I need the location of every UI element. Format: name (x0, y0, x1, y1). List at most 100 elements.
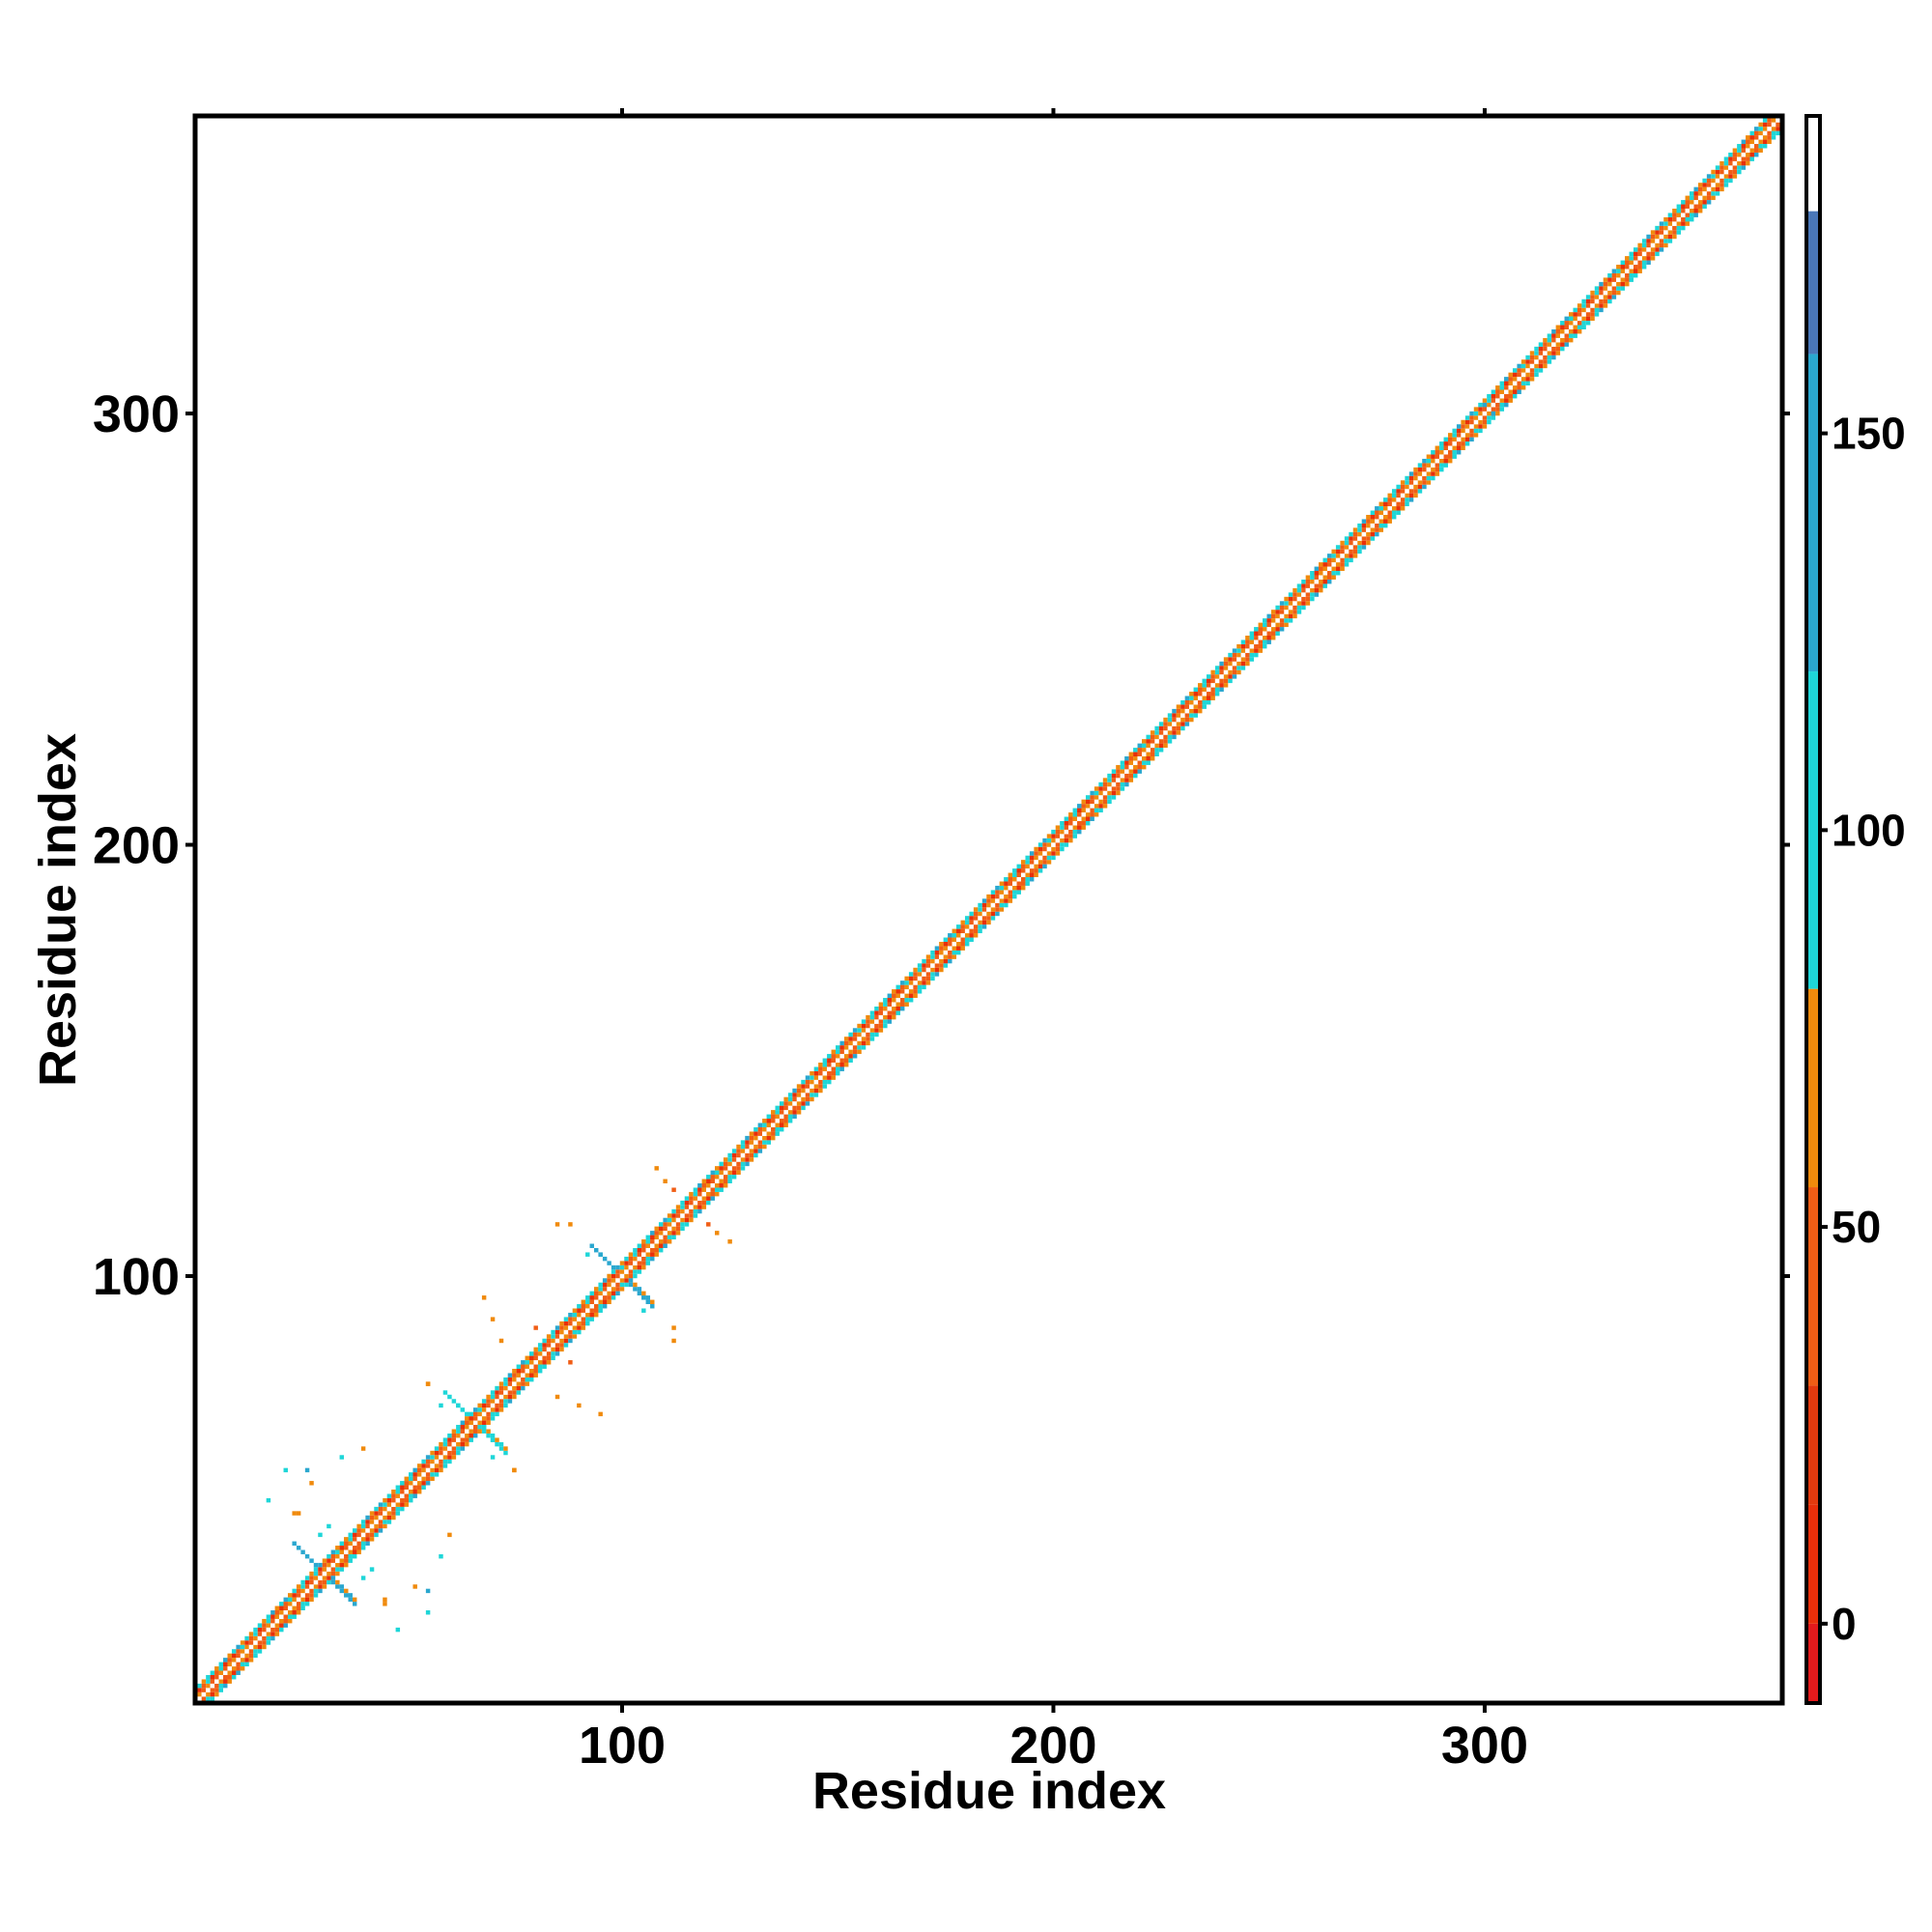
heatmap-cell (1258, 622, 1263, 628)
heatmap-cell (1245, 636, 1250, 640)
heatmap-cell (1366, 540, 1371, 546)
heatmap-cell (913, 984, 918, 990)
heatmap-cell (783, 1105, 788, 1111)
heatmap-cell (1560, 342, 1565, 347)
heatmap-cell (1573, 307, 1577, 313)
heatmap-cell (1305, 587, 1311, 593)
heatmap-cell (1667, 221, 1673, 226)
heatmap-cell (818, 1063, 823, 1067)
heatmap-cell (1723, 174, 1729, 179)
heatmap-cell (611, 1282, 616, 1288)
heatmap-cell (327, 1553, 331, 1559)
heatmap-cell (1142, 743, 1147, 749)
heatmap-cell (469, 1429, 473, 1434)
heatmap-cell (1482, 419, 1488, 425)
heatmap-cell (1266, 631, 1271, 636)
heatmap-cell (1120, 781, 1125, 787)
heatmap-cell (1478, 402, 1483, 408)
heatmap-cell (628, 1269, 634, 1274)
heatmap-cell (589, 1308, 594, 1313)
heatmap-cell (866, 1028, 870, 1033)
heatmap-cell (227, 1666, 232, 1671)
heatmap-cell (1603, 290, 1608, 296)
heatmap-cell (1577, 307, 1582, 313)
heatmap-cell (1431, 475, 1435, 481)
heatmap-cell (999, 890, 1005, 895)
heatmap-cell (425, 1463, 431, 1468)
heatmap-cell (472, 1433, 478, 1438)
heatmap-cell (296, 1588, 301, 1594)
heatmap-cell (1387, 501, 1392, 507)
heatmap-cell (318, 1576, 323, 1580)
heatmap-cell (1064, 842, 1069, 847)
heatmap-cell (1723, 156, 1729, 161)
heatmap-cell (749, 1152, 754, 1158)
heatmap-cell (1020, 877, 1026, 882)
heatmap-cell (693, 1196, 698, 1201)
heatmap-cell (1616, 269, 1621, 273)
heatmap-cell (1499, 402, 1505, 408)
heatmap-cell (1284, 605, 1289, 611)
heatmap-cell (1650, 234, 1656, 240)
heatmap-cell (425, 1610, 431, 1615)
heatmap-cell (495, 1385, 499, 1391)
heatmap-cell (1214, 683, 1220, 688)
heatmap-cell (801, 1096, 806, 1102)
heatmap-cell (1111, 790, 1117, 796)
heatmap-cell (1305, 596, 1311, 602)
heatmap-cell (1560, 325, 1565, 329)
heatmap-cell (210, 1696, 215, 1701)
heatmap-cell (633, 1247, 638, 1253)
heatmap-cell (1625, 265, 1630, 270)
heatmap-cell (1676, 221, 1682, 226)
heatmap-cell (1037, 855, 1043, 861)
heatmap-cell (783, 1110, 788, 1115)
heatmap-cell (719, 1170, 724, 1176)
heatmap-cell (383, 1602, 387, 1606)
heatmap-cell (745, 1140, 750, 1145)
heatmap-cell (1090, 808, 1094, 813)
heatmap-cell (391, 1511, 396, 1516)
heatmap-cell (451, 1441, 457, 1447)
heatmap-cell (913, 967, 918, 973)
heatmap-cell (633, 1282, 638, 1288)
heatmap-cell (1331, 549, 1336, 554)
heatmap-cell (1184, 708, 1190, 714)
heatmap-cell (857, 1028, 862, 1033)
heatmap-cell (1219, 674, 1224, 679)
heatmap-cell (344, 1553, 349, 1559)
heatmap-cell (1741, 156, 1747, 161)
y-tick-label: 100 (93, 1248, 180, 1306)
heatmap-cell (378, 1502, 384, 1507)
heatmap-cell (589, 1295, 594, 1300)
heatmap-cell (969, 920, 974, 925)
heatmap-cell (1102, 778, 1108, 782)
heatmap-cell (529, 1377, 534, 1382)
heatmap-cell (412, 1467, 417, 1473)
heatmap-cell (231, 1653, 237, 1659)
heatmap-cell (779, 1122, 784, 1127)
heatmap-cell (521, 1381, 526, 1386)
heatmap-cell (197, 1696, 202, 1701)
heatmap-cell (1142, 764, 1147, 770)
heatmap-cell (736, 1161, 741, 1167)
heatmap-cell (1081, 820, 1086, 826)
heatmap-cell (1198, 683, 1203, 688)
heatmap-cell (1214, 678, 1220, 684)
heatmap-cell (322, 1562, 327, 1568)
heatmap-cell (1305, 601, 1311, 606)
heatmap-cell (1296, 583, 1302, 588)
heatmap-cell (753, 1131, 758, 1136)
heatmap-cell (1102, 795, 1108, 800)
heatmap-cell (619, 1261, 625, 1265)
heatmap-cell (1111, 781, 1117, 787)
heatmap-cell (1667, 230, 1673, 235)
heatmap-cell (1077, 808, 1082, 813)
heatmap-cell (990, 907, 996, 912)
heatmap-cell (516, 1377, 522, 1382)
heatmap-cell (1150, 743, 1155, 749)
heatmap-cell (1603, 286, 1608, 291)
heatmap-cell (1422, 484, 1427, 490)
heatmap-cell (1029, 877, 1035, 882)
heatmap-cell (1495, 402, 1500, 408)
